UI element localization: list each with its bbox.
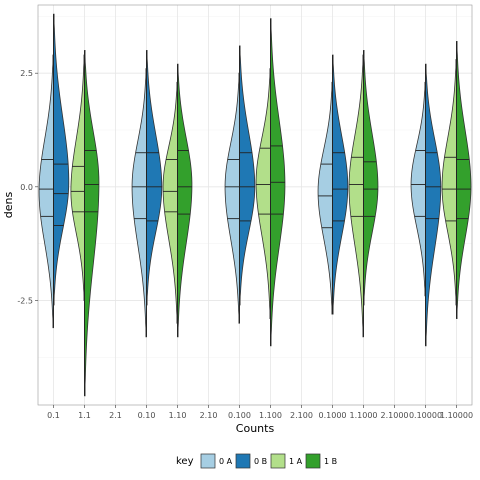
violin-half-1-b <box>177 63 193 338</box>
violin-half-0-a <box>224 72 240 324</box>
violin-half-0-b <box>425 63 442 347</box>
y-axis-title: dens <box>2 192 15 219</box>
violin-half-1-a <box>255 68 271 320</box>
x-tick-label: 0.10000 <box>409 411 442 420</box>
y-axis-ticks: 2.5 0.0 -2.5 <box>17 69 38 305</box>
legend-label: 1 A <box>289 457 303 466</box>
violin-half-1-b <box>363 50 379 306</box>
x-tick-label: 2.1000 <box>381 411 409 420</box>
legend-swatch-1-b <box>305 453 321 469</box>
x-tick-label: 2.100 <box>290 411 313 420</box>
legend: key 0 A 0 B 1 A 1 B <box>176 452 337 470</box>
x-axis-title: Counts <box>236 422 275 435</box>
y-tick-label: 2.5 <box>20 69 33 78</box>
violin-half-1-a <box>441 59 457 306</box>
violin-half-1-a <box>348 54 364 338</box>
violin-half-0-b <box>332 54 349 315</box>
legend-label: 1 B <box>324 457 337 466</box>
violins <box>38 13 472 397</box>
y-tick-label: 0.0 <box>20 183 33 192</box>
legend-label: 0 B <box>254 457 267 466</box>
x-tick-label: 0.100 <box>228 411 251 420</box>
violin-half-0-a <box>131 68 147 338</box>
x-tick-label: 1.10000 <box>440 411 473 420</box>
x-tick-label: 0.10 <box>138 411 156 420</box>
x-axis-ticks: 0.1 1.1 2.1 0.10 1.10 2.10 0.100 1.100 2.100 0.10… <box>47 405 473 420</box>
legend-swatch-0-a <box>200 453 216 469</box>
x-tick-label: 2.10 <box>200 411 218 420</box>
x-tick-label: 1.1 <box>78 411 91 420</box>
violin-half-0-b <box>239 45 256 306</box>
x-tick-label: 1.100 <box>259 411 282 420</box>
violin-half-1-a <box>70 54 85 301</box>
violin-half-1-a <box>162 81 178 324</box>
x-tick-label: 1.10 <box>169 411 187 420</box>
x-tick-label: 2.1 <box>109 411 122 420</box>
violin-half-1-b <box>456 40 472 320</box>
legend-swatch-1-a <box>270 453 286 469</box>
violin-half-0-b <box>146 50 163 306</box>
x-tick-label: 0.1000 <box>319 411 347 420</box>
violin-half-0-b <box>53 13 70 306</box>
x-tick-label: 1.1000 <box>350 411 378 420</box>
legend-label: 0 A <box>219 457 233 466</box>
panel-border <box>37 4 473 406</box>
legend-swatch-0-b <box>235 453 251 469</box>
violin-half-1-b <box>84 50 100 397</box>
violin-half-0-a <box>410 81 426 297</box>
x-tick-label: 0.1 <box>47 411 60 420</box>
y-tick-label: -2.5 <box>17 296 33 305</box>
legend-title: key <box>176 456 194 467</box>
